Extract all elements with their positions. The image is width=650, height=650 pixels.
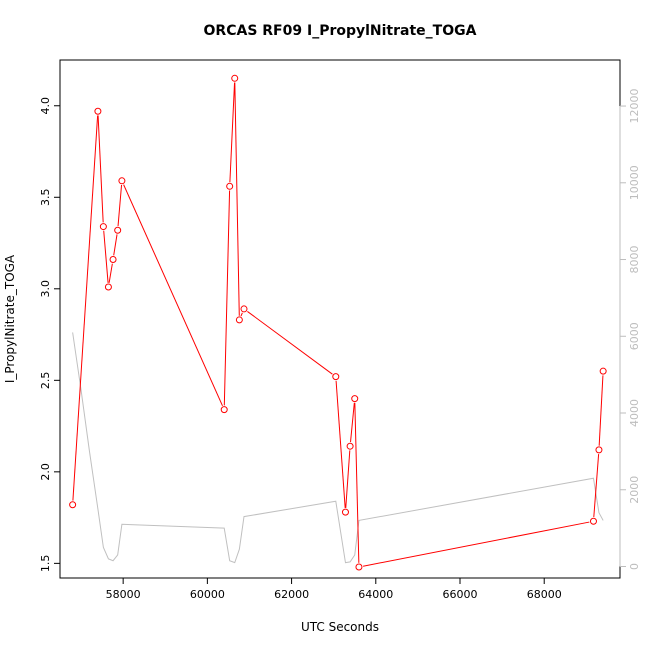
series-primary-segment	[354, 402, 360, 563]
x-tick-label: 62000	[274, 588, 309, 601]
series-primary-segment	[117, 184, 123, 227]
series-primary-segment	[123, 184, 223, 406]
y2-tick-label: 10000	[628, 165, 641, 200]
y2-tick-label: 4000	[628, 399, 641, 427]
x-tick-label: 66000	[443, 588, 478, 601]
data-point	[231, 74, 239, 82]
data-point	[595, 446, 603, 454]
data-point	[235, 316, 243, 324]
data-point	[114, 226, 122, 234]
series-primary-segment	[223, 190, 231, 406]
plot-frame	[59, 59, 621, 579]
series-primary-segment	[345, 450, 351, 508]
y-tick-label: 2.5	[39, 372, 52, 390]
x-tick-label: 64000	[358, 588, 393, 601]
y2-tick-label: 0	[628, 563, 641, 570]
y2-tick-label: 8000	[628, 246, 641, 274]
data-point	[599, 367, 607, 375]
y2-tick-label: 12000	[628, 89, 641, 124]
series-primary-segment	[97, 115, 104, 223]
series-primary-segment	[229, 82, 236, 183]
data-point	[332, 373, 340, 381]
series-primary-segment	[598, 375, 604, 446]
series-primary-segment	[362, 521, 590, 567]
series-primary-segment	[103, 230, 109, 283]
x-tick-label: 60000	[190, 588, 225, 601]
series-primary-segment	[72, 115, 99, 501]
series-primary-segment	[247, 311, 333, 375]
data-point	[351, 395, 359, 403]
data-point	[589, 517, 597, 525]
series-secondary-line	[72, 332, 604, 564]
series-primary-segment	[113, 234, 118, 256]
y2-tick-label: 2000	[628, 476, 641, 504]
data-point	[94, 107, 102, 115]
series-primary-segment	[350, 402, 355, 443]
data-point	[346, 442, 354, 450]
data-point	[341, 508, 349, 516]
x-tick-label: 68000	[527, 588, 562, 601]
y-tick-label: 3.5	[39, 189, 52, 207]
data-point	[226, 182, 234, 190]
series-primary-segment	[240, 312, 243, 317]
series-primary-segment	[234, 82, 240, 316]
x-axis-label: UTC Seconds	[301, 620, 379, 634]
data-point	[220, 406, 228, 414]
data-point	[69, 501, 77, 509]
axes: 58000 60000 62000 64000 66000 680001.52.02.53…	[39, 89, 641, 601]
series-primary-segment	[108, 263, 113, 283]
y-tick-label: 1.5	[39, 555, 52, 573]
chart-title: ORCAS RF09 I_PropylNitrate_TOGA	[204, 23, 477, 39]
data-point	[240, 305, 248, 313]
y-tick-label: 4.0	[39, 97, 52, 115]
x-tick-label: 58000	[106, 588, 141, 601]
series-primary-segment	[593, 454, 600, 518]
data-point	[118, 177, 126, 185]
data-point	[99, 223, 107, 231]
data-point	[109, 256, 117, 264]
y-axis-label: I_PropylNitrate_TOGA	[3, 254, 17, 383]
y-tick-label: 3.0	[39, 280, 52, 298]
y2-tick-label: 6000	[628, 322, 641, 350]
data-point	[355, 563, 363, 571]
series-group	[69, 74, 607, 571]
data-point	[104, 283, 112, 291]
series-primary-segment	[335, 380, 346, 508]
y-tick-label: 2.0	[39, 463, 52, 481]
